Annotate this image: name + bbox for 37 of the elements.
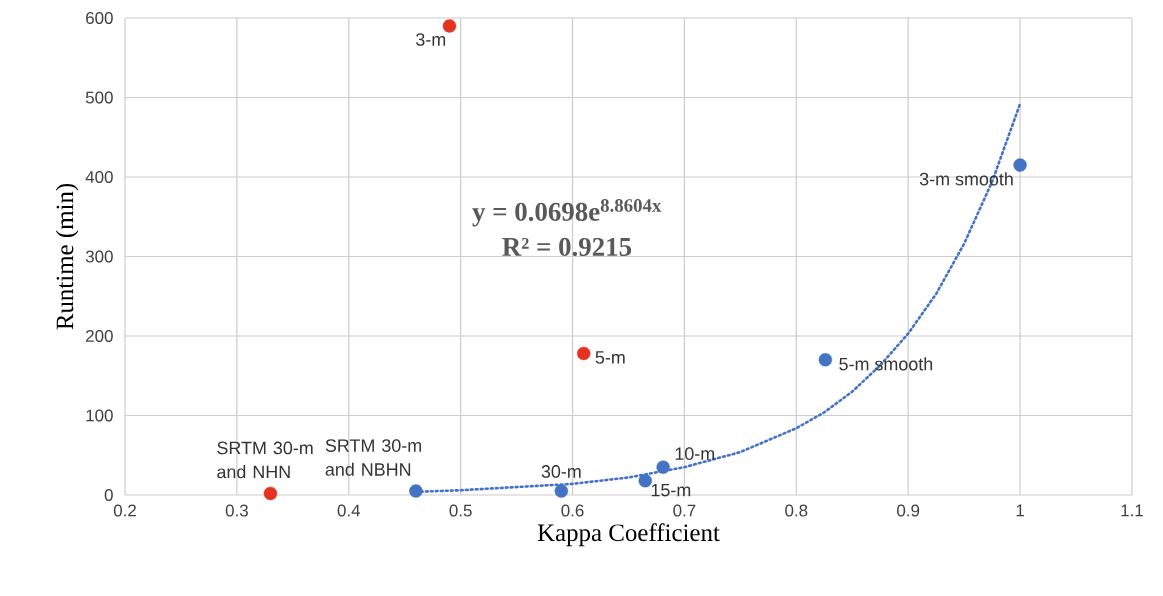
text: y = 0.0698e$^{8.8604x}$ (472, 199, 662, 227)
x-tick-label: 0.6 (561, 504, 584, 517)
x-tick-label: 0.2 (113, 504, 136, 517)
x-tick-label: 0.9 (897, 504, 920, 517)
point (656, 460, 670, 474)
x-tick-label: 1 (1016, 504, 1024, 517)
annotation: 30-m (541, 465, 581, 478)
x-tick-label: 0.3 (225, 504, 248, 517)
annotation: SRTM 30-m and NHN (217, 441, 313, 479)
y-tick-label: 200 (86, 330, 113, 342)
annotation: 3-m (416, 33, 446, 46)
x-tick-label: 0.8 (785, 504, 808, 517)
point (442, 19, 457, 33)
x-tick-label: 0.5 (449, 504, 472, 517)
point (263, 486, 278, 501)
y-tick-label: 100 (86, 409, 113, 422)
y-tick-label: 500 (85, 91, 113, 104)
point (818, 353, 833, 367)
annotation: SRTM 30-m and NBHN (325, 439, 422, 476)
annotation: 15-m (651, 483, 691, 497)
y-axis-title: Runtime (min) (55, 183, 79, 330)
y-tick-label: 0 (104, 489, 113, 501)
point (577, 346, 591, 361)
point (554, 484, 569, 498)
x-tick-label: 0.7 (673, 504, 696, 517)
y-tick-label: 300 (85, 250, 113, 263)
annotation: R² = 0.9215 (502, 237, 632, 257)
y-tick-label: 600 (86, 12, 113, 24)
annotation: 5-m (595, 351, 625, 364)
annotation: 10-m (675, 447, 715, 460)
x-tick-label: 0.4 (337, 504, 361, 517)
x-tick-label: 1.1 (1121, 504, 1143, 517)
y-tick-label: 400 (85, 171, 113, 183)
point (409, 484, 423, 498)
point (638, 473, 652, 488)
x-axis-title: Kappa Coefficient (537, 523, 720, 547)
point (1013, 158, 1027, 172)
